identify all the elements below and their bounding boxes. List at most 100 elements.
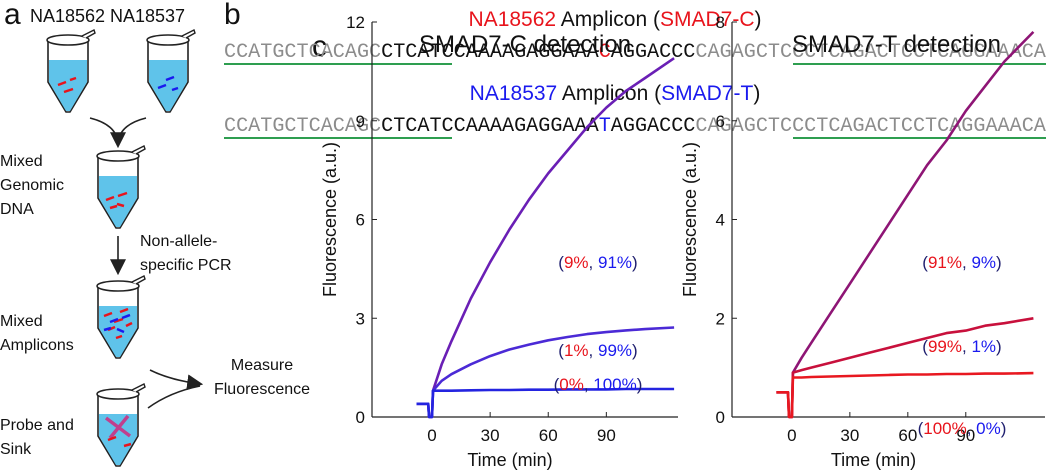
text-part: , xyxy=(584,375,593,394)
text-part: , xyxy=(962,253,971,272)
text-part: CAGAGCTCCCTCAGACTCCTCAGGAAACA xyxy=(695,115,1046,138)
y-tick-label: 0 xyxy=(356,408,365,427)
step-label: Genomic xyxy=(0,177,64,194)
composite-text: (100%, 0%) xyxy=(918,419,1007,438)
text-part: 1% xyxy=(971,337,996,356)
dna-strands xyxy=(57,76,77,94)
y-tick-label: 3 xyxy=(356,309,365,328)
text-part: AGGACCC xyxy=(611,41,696,64)
panel-label: a xyxy=(4,0,21,31)
text-part: 99% xyxy=(928,337,962,356)
y-tick-label: 6 xyxy=(356,211,365,230)
y-tick-label: 0 xyxy=(716,408,725,427)
text-part: CCATGCTCACAGC xyxy=(224,115,381,138)
composite-text: (1%, 99%) xyxy=(558,341,637,360)
text-part: Amplicon ( xyxy=(556,8,660,31)
text-part: CTCATCCAAAAGAGGAAA xyxy=(381,115,599,138)
composite-text: CCATGCTCACAGCCTCATCCAAAAGAGGAAATAGGACCCC… xyxy=(224,115,1047,138)
text-part: , xyxy=(967,419,976,438)
step-label: Probe and xyxy=(0,417,74,434)
composite-text: CCATGCTCACAGCCTCATCCAAAAGAGGAAACAGGACCCC… xyxy=(224,41,1047,64)
x-tick-label: 90 xyxy=(597,426,616,445)
text-part: ( xyxy=(922,337,928,356)
text-part: ) xyxy=(632,253,638,272)
text-part: 9% xyxy=(971,253,996,272)
text-part: SMAD7-C xyxy=(660,8,755,31)
text-part: ) xyxy=(996,253,1002,272)
composite-text: NA18537 Amplicon (SMAD7-T) xyxy=(470,82,761,105)
y-tick-label: 4 xyxy=(716,211,725,230)
chart-title: SMAD7-T detection xyxy=(792,31,1001,58)
x-tick-label: 0 xyxy=(427,426,436,445)
x-tick-label: 30 xyxy=(840,426,859,445)
text-part: , xyxy=(589,253,598,272)
sample-label: NA18562 xyxy=(30,6,105,26)
text-part: ) xyxy=(1001,419,1007,438)
y-tick-label: 2 xyxy=(716,309,725,328)
text-part: SMAD7-T xyxy=(661,82,753,105)
step-label: Measure xyxy=(231,357,293,374)
data-line xyxy=(776,317,1034,419)
tube xyxy=(96,275,146,359)
text-part: ( xyxy=(918,419,924,438)
text-part: ) xyxy=(754,8,761,31)
y-axis-label: Fluorescence (a.u.) xyxy=(320,142,340,297)
text-part: CAGAGCTCCCTCAGACTCCTCAGGAAACA xyxy=(695,41,1046,64)
tube xyxy=(46,29,96,113)
dna-strands xyxy=(105,191,128,210)
text-part: C xyxy=(599,41,611,64)
composite-text: (99%, 1%) xyxy=(922,337,1001,356)
text-part: 91% xyxy=(598,253,632,272)
x-axis-label: Time (min) xyxy=(831,450,916,470)
y-tick-label: 12 xyxy=(346,13,365,32)
y-axis-label: Fluorescence (a.u.) xyxy=(680,142,700,297)
step-label: Mixed xyxy=(0,153,43,170)
arrow xyxy=(149,369,204,391)
x-tick-label: 60 xyxy=(539,426,558,445)
text-part: ( xyxy=(558,341,564,360)
step-label: Amplicons xyxy=(0,337,74,354)
step-label: specific PCR xyxy=(140,257,232,274)
tube xyxy=(146,29,196,113)
composite-text: NA18562 Amplicon (SMAD7-C) xyxy=(469,8,762,31)
x-tick-label: 90 xyxy=(956,426,975,445)
dna-strands xyxy=(103,307,133,340)
text-part: 0% xyxy=(976,419,1001,438)
y-tick-label: 8 xyxy=(716,13,725,32)
composite-text: (0%, 100%) xyxy=(554,375,643,394)
data-line xyxy=(776,30,1035,419)
composite-text: (9%, 91%) xyxy=(558,253,637,272)
text-part: T xyxy=(599,115,611,138)
x-axis-label: Time (min) xyxy=(467,450,552,470)
arrow xyxy=(147,385,201,409)
x-tick-label: 60 xyxy=(898,426,917,445)
data-line xyxy=(416,57,675,419)
x-tick-label: 0 xyxy=(787,426,796,445)
text-part: 9% xyxy=(564,253,589,272)
panel-label: b xyxy=(224,0,241,31)
text-part: 1% xyxy=(564,341,589,360)
text-part: ) xyxy=(996,337,1002,356)
panel-a xyxy=(46,29,204,467)
dna-strands xyxy=(103,313,131,334)
text-part: NA18562 xyxy=(469,8,557,31)
composite-text: (91%, 9%) xyxy=(922,253,1001,272)
probe-and-sink xyxy=(104,414,132,440)
text-part: ( xyxy=(558,253,564,272)
text-part: CCATGCTCACAGC xyxy=(224,41,381,64)
text-part: ( xyxy=(922,253,928,272)
chart-title: SMAD7-C detection xyxy=(419,31,631,58)
text-part: CTCATCCAAAAGAGGAAA xyxy=(381,41,599,64)
text-part: 100% xyxy=(593,375,636,394)
text-part: AGGACCC xyxy=(611,115,696,138)
step-label: DNA xyxy=(0,201,34,218)
x-tick-label: 30 xyxy=(481,426,500,445)
text-part: 91% xyxy=(928,253,962,272)
text-part: ) xyxy=(753,82,760,105)
step-label: Fluorescence xyxy=(214,381,310,398)
y-tick-label: 6 xyxy=(716,112,725,131)
text-part: ) xyxy=(637,375,643,394)
text-part: ) xyxy=(632,341,638,360)
y-tick-label: 9 xyxy=(356,112,365,131)
